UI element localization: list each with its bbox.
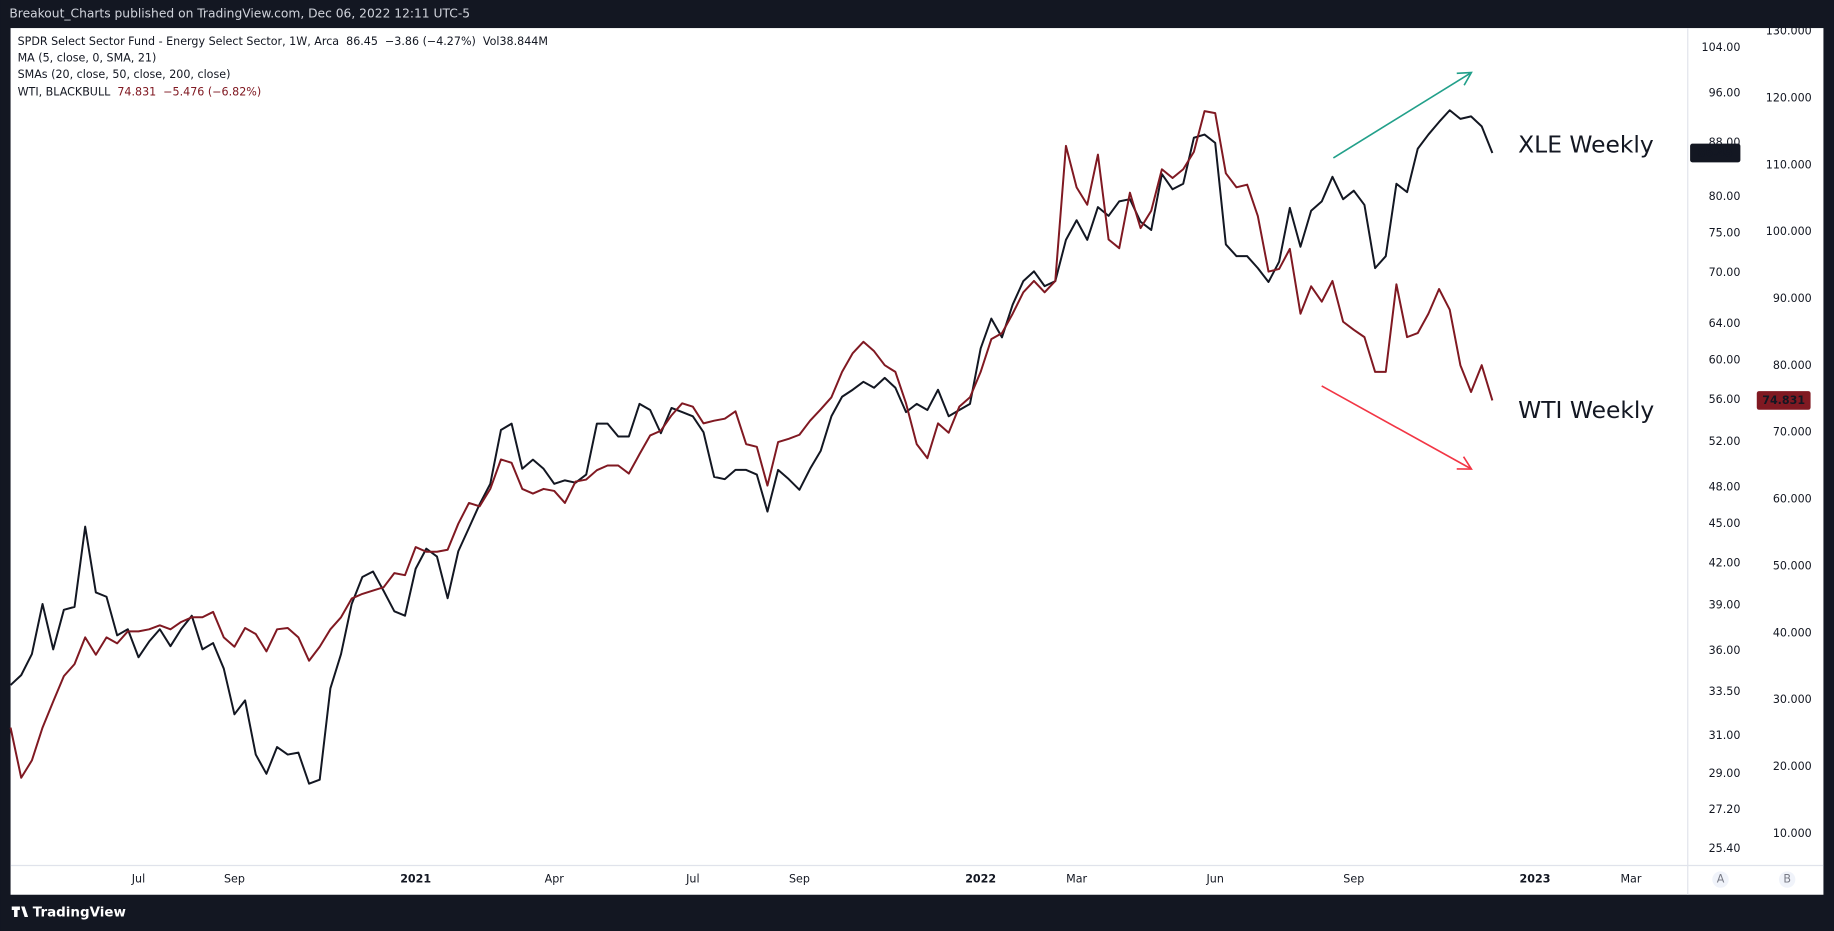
y-tick-label: 60.00 [1709, 354, 1741, 367]
x-tick-label: Jul [685, 873, 699, 886]
y2-tick-label: 110.000 [1766, 158, 1812, 171]
y2-tick-label: 50.000 [1773, 559, 1812, 572]
scale-button[interactable] [1712, 871, 1729, 888]
y2-tick-label: 120.000 [1766, 91, 1812, 104]
last-value-badge [1756, 391, 1811, 410]
x-tick-label: Mar [1066, 873, 1087, 886]
logo-mark [11, 906, 29, 917]
x-tick-label: Apr [545, 873, 565, 886]
last-value-badges: 86.45 74.831 [1690, 143, 1811, 410]
last-value-label: 74.831 [1762, 394, 1805, 407]
y2-tick-label: 80.000 [1773, 359, 1812, 372]
series-line [9, 109, 1494, 785]
scale-button-label[interactable]: A [1717, 873, 1725, 886]
x-tick-label: Sep [1343, 873, 1364, 886]
legend-line: SPDR Select Sector Fund - Energy Select … [18, 35, 548, 48]
y2-tick-label: 40.000 [1773, 626, 1812, 639]
x-tick-label: 2021 [400, 873, 431, 886]
publish-header: Breakout_Charts published on TradingView… [9, 7, 470, 21]
series-label: XLE Weekly [1518, 131, 1654, 159]
y-tick-label: 80.00 [1709, 190, 1741, 203]
plot-area [9, 109, 1494, 785]
plot-background [10, 28, 1824, 895]
y-tick-label: 33.50 [1709, 685, 1741, 698]
legend-line: WTI, BLACKBULL 74.831 −5.476 (−6.82%) [18, 85, 262, 98]
y-tick-label: 48.00 [1709, 480, 1741, 493]
y-tick-label: 45.00 [1709, 517, 1741, 530]
y-tick-label: 75.00 [1709, 227, 1741, 240]
series-line [9, 110, 1494, 779]
y-tick-label: 25.40 [1709, 842, 1741, 855]
y2-tick-label: 70.000 [1773, 426, 1812, 439]
y2-tick-label: 20.000 [1773, 760, 1812, 773]
up-arrow [1332, 71, 1473, 159]
x-tick-label: 2022 [965, 873, 996, 886]
x-tick-label: Jun [1206, 873, 1224, 886]
y-tick-label: 36.00 [1709, 644, 1741, 657]
y2-tick-label: 130.000 [1766, 25, 1812, 38]
footer-brand: TradingView [33, 905, 126, 920]
x-tick-label: Jul [131, 873, 145, 886]
y-tick-label: 88.00 [1709, 136, 1741, 149]
y-tick-label: 42.00 [1709, 556, 1741, 569]
legend-volume: Vol38.844M [483, 35, 548, 48]
scale-button[interactable] [1778, 871, 1796, 888]
y-tick-label: 64.00 [1709, 317, 1741, 330]
down-arrow [1321, 385, 1473, 470]
y-tick-label: 31.00 [1709, 729, 1741, 742]
legend-value: 86.45 [346, 35, 378, 48]
x-tick-label: Sep [789, 873, 810, 886]
y-tick-label: 70.00 [1709, 266, 1741, 279]
y-tick-label: 29.00 [1709, 767, 1741, 780]
x-tick-label: 2023 [1520, 873, 1551, 886]
y-tick-label: 56.00 [1709, 393, 1741, 406]
y2-tick-label: 90.000 [1773, 292, 1812, 305]
x-tick-label: Mar [1620, 873, 1641, 886]
legend-change: −3.86 (−4.27%) [385, 35, 476, 48]
y-tick-label: 27.20 [1709, 803, 1741, 816]
y2-tick-label: 10.000 [1773, 827, 1812, 840]
scale-button-label[interactable]: B [1783, 873, 1791, 886]
last-value-label: 86.45 [1698, 147, 1733, 160]
legend-line: SMAs (20, close, 50, close, 200, close) [18, 68, 231, 81]
legend-text: SPDR Select Sector Fund - Energy Select … [18, 35, 340, 48]
legend-change: −5.476 (−6.82%) [163, 85, 261, 98]
y-tick-label: 104.00 [1702, 41, 1741, 54]
y2-tick-label: 60.000 [1773, 493, 1812, 506]
legend-text: WTI, BLACKBULL [18, 85, 112, 98]
legend-line: MA (5, close, 0, SMA, 21) [18, 51, 157, 64]
last-value-badge [1690, 143, 1741, 163]
series-label: WTI Weekly [1518, 396, 1654, 424]
y-tick-label: 52.00 [1709, 435, 1741, 448]
y2-tick-label: 30.000 [1773, 693, 1812, 706]
x-tick-label: Sep [224, 873, 245, 886]
y2-tick-label: 100.000 [1766, 225, 1812, 238]
y-tick-label: 96.00 [1709, 86, 1741, 99]
legend-value: 74.831 [117, 85, 156, 98]
y-tick-label: 39.00 [1709, 598, 1741, 611]
